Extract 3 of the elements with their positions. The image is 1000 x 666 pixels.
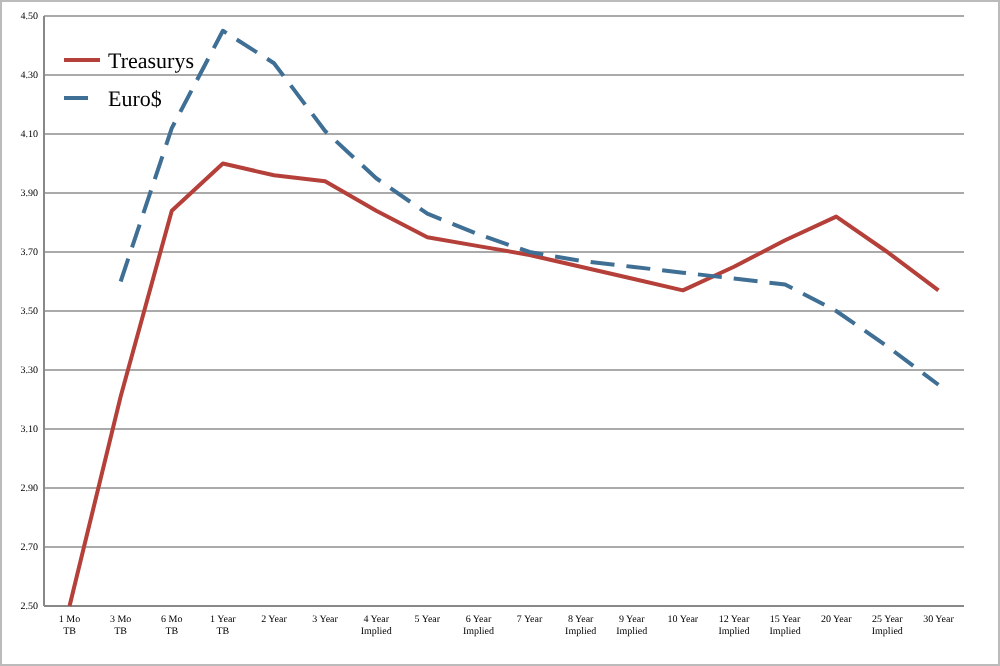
line-series <box>67 161 941 608</box>
legend-label: Treasurys <box>108 49 194 74</box>
legend-label: Euro$ <box>108 87 163 112</box>
